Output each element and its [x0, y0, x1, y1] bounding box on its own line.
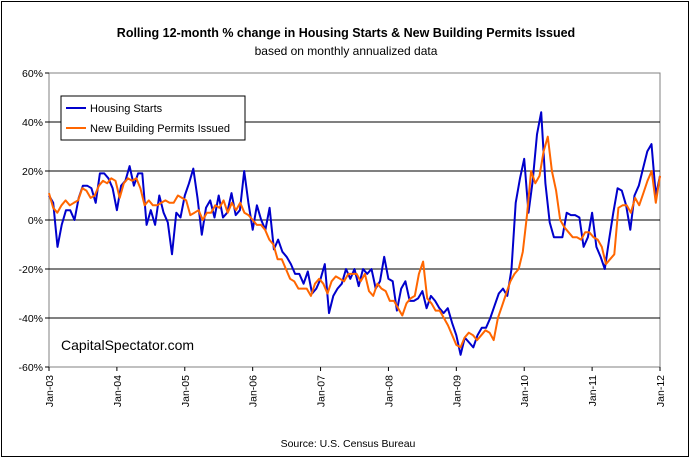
x-tick-label: Jan-09	[451, 375, 463, 407]
x-tick-label: Jan-04	[112, 375, 124, 407]
watermark: CapitalSpectator.com	[61, 337, 194, 353]
y-tick-label: 0%	[28, 215, 43, 227]
y-tick-label: -40%	[18, 313, 43, 325]
y-tick-label: 60%	[22, 68, 43, 80]
x-tick-label: Jan-11	[587, 375, 599, 406]
y-tick-label: -20%	[18, 264, 43, 276]
y-tick-label: 40%	[22, 117, 43, 129]
x-axis-ticks: Jan-03 Jan-04 Jan-05 Jan-06 Jan-07 Jan-08 Jan-…	[44, 367, 667, 407]
chart-subtitle: based on monthly annualized data	[255, 44, 438, 58]
source-note: Source: U.S. Census Bureau	[281, 438, 416, 450]
x-tick-label: Jan-07	[316, 375, 328, 407]
x-tick-label: Jan-03	[44, 375, 56, 407]
x-tick-label: Jan-10	[519, 375, 531, 407]
legend-box	[60, 95, 246, 141]
y-axis-ticks: 60% 40% 20% 0% -20% -40% -60%	[18, 68, 49, 374]
legend: Housing Starts New Building Permits Issu…	[60, 95, 246, 141]
x-tick-label: Jan-12	[655, 375, 667, 407]
legend-label-building-permits: New Building Permits Issued	[90, 123, 230, 135]
legend-label-housing-starts: Housing Starts	[90, 103, 163, 115]
x-tick-label: Jan-05	[180, 375, 192, 407]
series-group	[48, 111, 661, 356]
chart-title: Rolling 12-month % change in Housing Sta…	[117, 26, 575, 40]
series-line-housing-starts	[48, 111, 661, 356]
series-line-building-permits	[48, 135, 661, 349]
y-tick-label: 20%	[22, 166, 43, 178]
x-tick-label: Jan-08	[383, 375, 395, 407]
y-tick-label: -60%	[18, 362, 43, 374]
x-tick-label: Jan-06	[248, 375, 260, 407]
